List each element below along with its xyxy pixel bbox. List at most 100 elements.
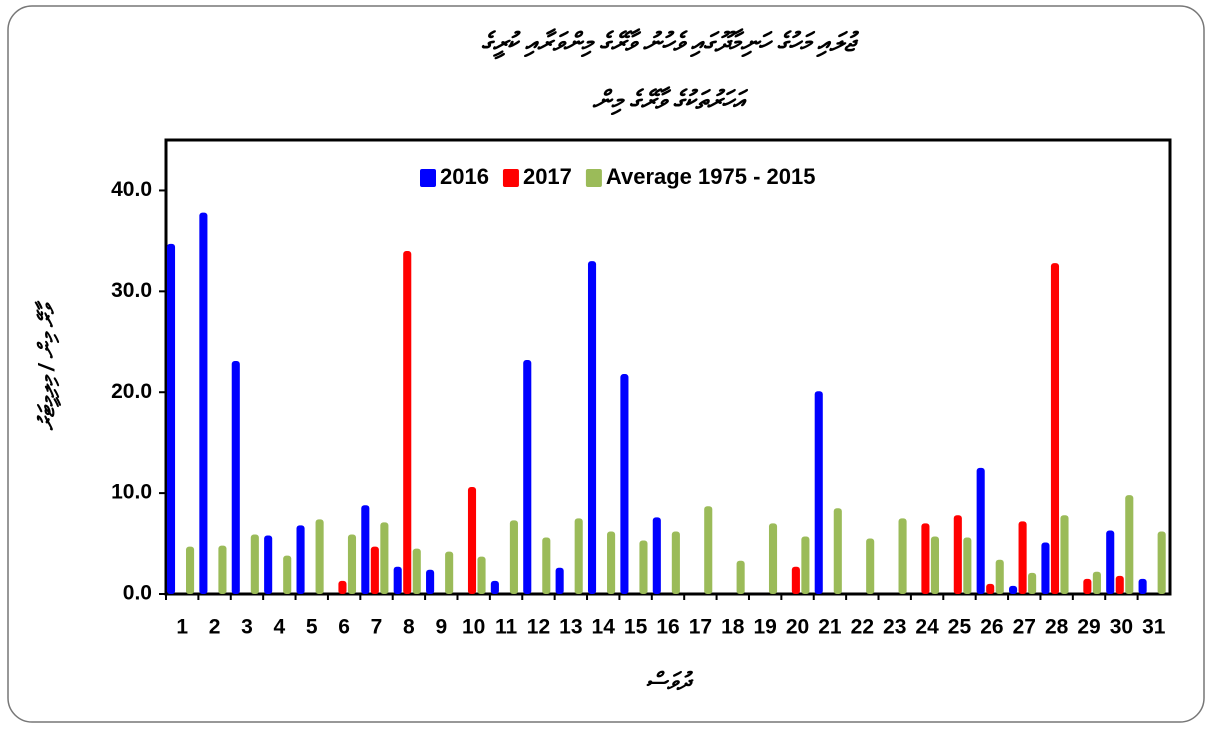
- x-tick-label: 16: [656, 616, 679, 639]
- bar: [791, 566, 800, 594]
- legend-label: Average 1975 - 2015: [606, 164, 816, 189]
- bar: [986, 583, 995, 594]
- legend-label: 2016: [440, 164, 489, 189]
- bar: [587, 261, 597, 594]
- bar: [671, 531, 680, 594]
- bar: [231, 360, 240, 594]
- bar: [338, 580, 347, 594]
- bar: [963, 537, 972, 594]
- bar: [953, 515, 962, 594]
- x-tick-label: 12: [527, 616, 550, 639]
- x-tick-label: 13: [559, 616, 582, 639]
- bar: [393, 566, 402, 594]
- bar: [199, 212, 208, 594]
- bar: [166, 243, 176, 594]
- bar: [1050, 263, 1060, 594]
- x-tick-label: 27: [1013, 616, 1036, 639]
- x-tick-label: 25: [948, 616, 972, 639]
- bar: [523, 359, 532, 594]
- bar: [814, 391, 823, 594]
- x-tick-label: 10: [462, 616, 485, 639]
- bar: [1125, 495, 1134, 594]
- chart-title: ޖުލައި މަހުގެ ހަނިމާދޫގައި ވެހުނު ވާރޭގެ…: [481, 27, 860, 60]
- legend-swatch: [585, 169, 602, 187]
- bar: [574, 518, 583, 594]
- x-tick-label: 14: [592, 616, 616, 639]
- bar: [652, 517, 661, 594]
- x-tick-label: 26: [980, 616, 1003, 639]
- bar: [736, 560, 745, 594]
- legend-swatch: [420, 169, 436, 187]
- legend-swatch: [502, 169, 519, 187]
- x-tick-label: 11: [495, 616, 518, 639]
- bar: [1157, 531, 1166, 594]
- x-tick-label: 29: [1077, 616, 1100, 639]
- bar: [833, 508, 842, 594]
- y-axis-label: ވާރޭ މިން / މިލިމީޓަރު: [34, 300, 62, 431]
- chart-title: އަހަރުތަކުގެ ވާރޭގެ މިން: [592, 85, 748, 116]
- bar: [1009, 585, 1018, 594]
- bar: [250, 534, 259, 594]
- x-tick-label: 9: [435, 616, 447, 639]
- x-tick-label: 28: [1045, 616, 1069, 639]
- x-tick-label: 23: [883, 616, 906, 639]
- bar: [370, 546, 379, 594]
- bar: [768, 523, 778, 594]
- bar: [403, 250, 412, 594]
- plot-frame: [164, 138, 1172, 596]
- bar: [296, 525, 305, 594]
- x-tick-label: 5: [306, 616, 318, 639]
- bar: [555, 567, 564, 594]
- x-tick-label: 31: [1142, 616, 1166, 639]
- bar: [426, 569, 435, 594]
- bar: [607, 531, 616, 594]
- bar: [380, 522, 389, 594]
- bar: [1060, 515, 1069, 594]
- bar: [1041, 542, 1050, 594]
- bar: [1028, 572, 1037, 594]
- y-tick-label: 20.0: [111, 380, 152, 403]
- bar: [1092, 571, 1101, 594]
- bar: [801, 536, 810, 594]
- x-axis-label: ދުވަސް: [646, 668, 694, 695]
- x-tick-label: 17: [689, 616, 712, 639]
- x-tick-label: 21: [818, 616, 842, 639]
- x-tick-label: 15: [624, 616, 648, 639]
- bar: [1106, 530, 1115, 594]
- bar: [477, 556, 486, 594]
- bar: [620, 374, 629, 594]
- bar: [186, 546, 195, 594]
- bar: [930, 536, 940, 594]
- y-tick-label: 0.0: [123, 582, 152, 605]
- bar: [412, 548, 421, 594]
- bar: [347, 534, 357, 594]
- bar: [315, 519, 324, 594]
- bar: [361, 505, 370, 594]
- bar: [1018, 521, 1027, 594]
- x-tick-label: 3: [241, 616, 253, 639]
- legend-label: 2017: [523, 164, 572, 189]
- bar: [1138, 578, 1147, 594]
- x-tick-label: 19: [753, 616, 776, 639]
- x-tick-label: 6: [338, 616, 350, 639]
- bar: [995, 559, 1004, 594]
- bar: [639, 540, 648, 594]
- x-tick-label: 1: [176, 616, 188, 639]
- bar: [218, 545, 227, 594]
- y-tick-label: 10.0: [111, 481, 152, 504]
- bar: [704, 506, 713, 594]
- x-tick-label: 8: [403, 616, 415, 639]
- bar: [866, 538, 875, 594]
- x-tick-label: 2: [209, 616, 221, 639]
- x-tick-label: 22: [851, 616, 874, 639]
- bar: [283, 555, 292, 594]
- x-tick-label: 24: [915, 616, 939, 639]
- y-tick-label: 40.0: [111, 178, 152, 201]
- x-tick-label: 7: [371, 616, 383, 639]
- bar: [898, 518, 907, 594]
- y-tick-label: 30.0: [111, 279, 152, 302]
- bar: [445, 551, 454, 594]
- bar: [921, 523, 930, 594]
- bar: [467, 487, 477, 594]
